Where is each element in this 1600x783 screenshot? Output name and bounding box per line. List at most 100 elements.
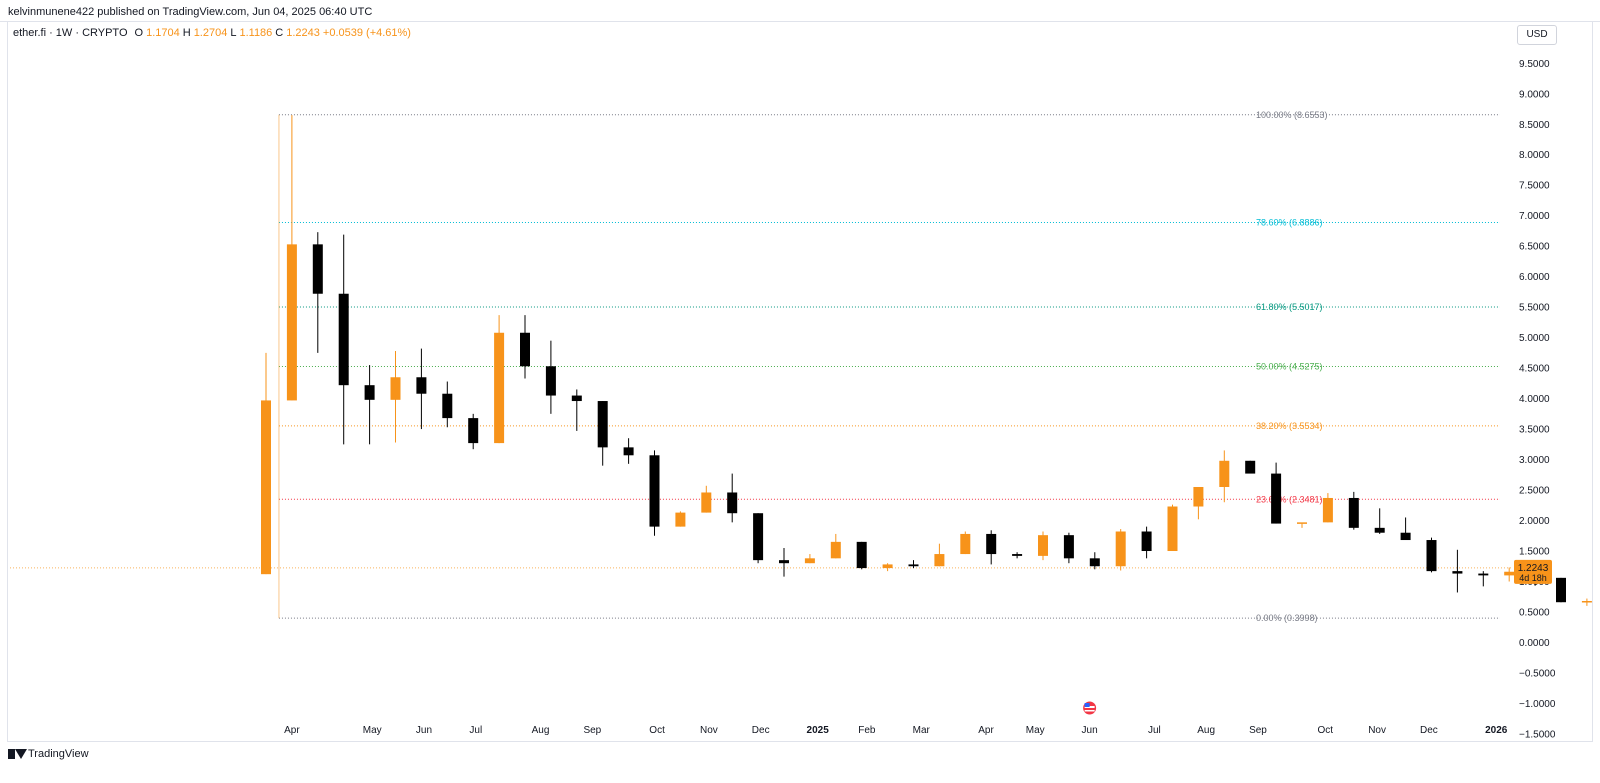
candle-body: [1089, 558, 1100, 567]
candle-body: [934, 554, 945, 567]
candle: [597, 401, 608, 466]
candle-body: [727, 492, 738, 514]
candle-body: [882, 564, 893, 569]
candle-body: [416, 377, 427, 394]
y-tick-label: 1.5000: [1519, 547, 1550, 558]
x-tick-label: Nov: [700, 725, 718, 736]
candle-body: [338, 293, 349, 386]
x-tick-label: Jun: [1082, 725, 1098, 736]
candle-body: [364, 385, 375, 400]
candle: [520, 315, 530, 379]
candle: [804, 554, 815, 564]
candle-body: [856, 541, 867, 569]
candle: [1012, 552, 1023, 559]
y-tick-label: 7.0000: [1519, 211, 1550, 222]
x-tick-label: Aug: [1197, 725, 1215, 736]
candle-body: [804, 558, 815, 564]
candle-body: [779, 560, 789, 564]
x-tick-label: Nov: [1368, 725, 1386, 736]
countdown-label: 4d 18h: [1519, 573, 1547, 583]
candle-body: [312, 244, 323, 294]
us-flag-canton: [1084, 703, 1090, 707]
y-tick-label: 4.5000: [1519, 364, 1550, 375]
candle: [1245, 460, 1256, 474]
candle: [1348, 491, 1359, 530]
chart-frame: [7, 22, 1593, 742]
tradingview-footer[interactable]: TradingView: [8, 746, 89, 762]
candle: [649, 450, 660, 536]
candle-body: [571, 395, 582, 402]
y-tick-label: −0.5000: [1519, 668, 1556, 679]
candle-body: [830, 541, 841, 559]
x-tick-label: Jun: [416, 725, 432, 736]
candle-body: [390, 377, 401, 400]
candle: [701, 485, 712, 513]
candle-body: [1193, 486, 1204, 507]
candle-body: [286, 244, 297, 401]
candle-body: [1400, 532, 1411, 541]
x-tick-label: Jul: [469, 725, 482, 736]
candle-body: [675, 512, 686, 527]
candle-body: [1167, 506, 1178, 552]
x-tick-label: May: [1026, 725, 1045, 736]
current-price-badge: [1514, 559, 1552, 584]
y-tick-label: 9.5000: [1519, 59, 1550, 70]
x-tick-label: Jul: [1148, 725, 1161, 736]
candle: [261, 352, 271, 575]
candle-body: [1504, 571, 1515, 576]
candle: [960, 531, 971, 555]
candle-body: [442, 393, 453, 419]
candle: [1219, 450, 1230, 503]
y-tick-label: 7.5000: [1519, 181, 1550, 192]
symbol-name[interactable]: ether.fi · 1W · CRYPTO: [13, 27, 128, 39]
close-label: C: [275, 27, 284, 39]
candle-body: [986, 533, 997, 555]
candle-body: [1556, 577, 1566, 603]
fib-level-label: 50.00% (4.5275): [1256, 361, 1323, 371]
candle-body: [649, 455, 660, 527]
candle-body: [1141, 531, 1152, 552]
y-tick-label: 5.0000: [1519, 333, 1550, 344]
x-tick-label: Feb: [858, 725, 876, 736]
y-tick-label: 5.5000: [1519, 303, 1550, 314]
candle: [830, 533, 841, 559]
candle: [1504, 567, 1515, 582]
candle-body: [1426, 540, 1437, 572]
candle: [1115, 529, 1126, 571]
x-tick-label: Oct: [649, 725, 665, 736]
candle: [1452, 549, 1463, 593]
candle: [986, 530, 997, 565]
candle: [1581, 598, 1592, 606]
candle: [1297, 522, 1307, 528]
candle-body: [623, 447, 634, 456]
candle-body: [1245, 460, 1256, 474]
x-tick-label: 2025: [807, 725, 830, 736]
open-value: 1.1704: [146, 27, 180, 39]
candle: [882, 563, 893, 572]
candle: [1322, 493, 1333, 523]
candle: [1271, 462, 1282, 524]
candle: [1141, 526, 1152, 559]
y-tick-label: 6.0000: [1519, 272, 1550, 283]
y-tick-label: 2.0000: [1519, 516, 1550, 527]
close-value: 1.2243: [286, 27, 320, 39]
currency-button[interactable]: USD: [1517, 25, 1557, 45]
candle: [338, 234, 349, 445]
candle-body: [494, 332, 505, 444]
candle-body: [468, 418, 479, 444]
candle: [442, 381, 453, 428]
candle-body: [1063, 535, 1074, 559]
fib-level-label: 0.00% (0.3998): [1256, 613, 1318, 623]
candle: [908, 560, 919, 569]
candle: [623, 438, 634, 464]
x-tick-label: Apr: [978, 725, 994, 736]
y-tick-label: 4.0000: [1519, 394, 1550, 405]
y-tick-label: 2.5000: [1519, 486, 1550, 497]
candle: [856, 541, 867, 570]
candle-body: [701, 492, 712, 513]
candle: [727, 473, 738, 523]
x-tick-label: Oct: [1318, 725, 1334, 736]
candle-body: [753, 513, 764, 561]
candle: [1063, 532, 1074, 564]
